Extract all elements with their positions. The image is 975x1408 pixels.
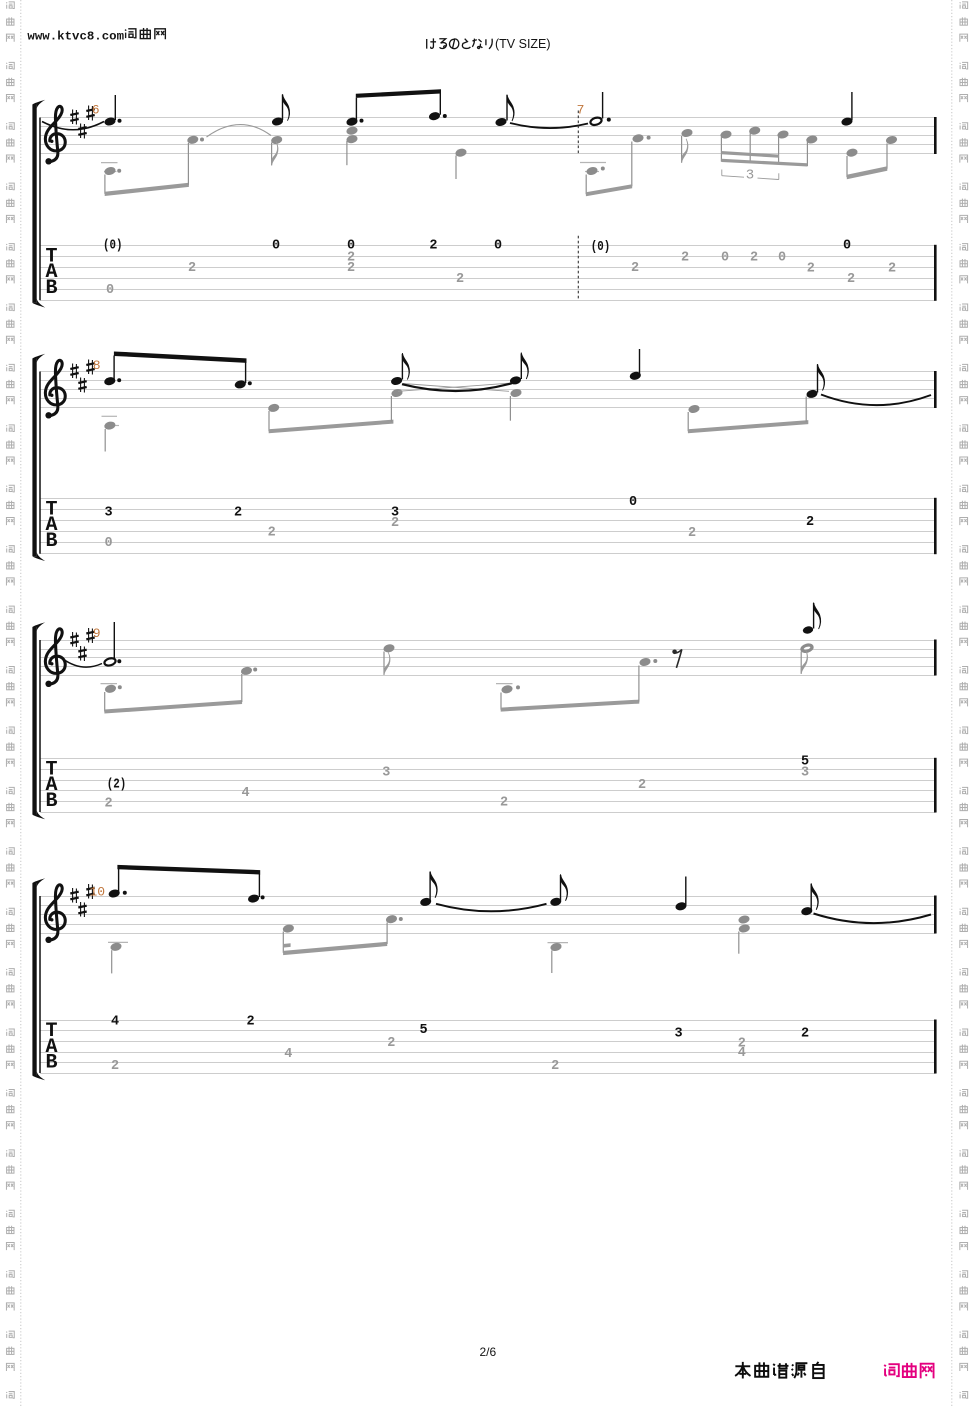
svg-text:T: T [45,1020,57,1043]
svg-text:A: A [45,261,57,284]
svg-text:2: 2 [738,1036,746,1051]
svg-text:2: 2 [631,261,639,276]
svg-text:2: 2 [688,526,696,541]
svg-text:0: 0 [778,250,786,265]
svg-text:2: 2 [806,515,814,530]
svg-text:0: 0 [629,495,637,510]
svg-text:7: 7 [577,103,585,118]
svg-text:A: A [45,514,57,537]
svg-text:2: 2 [888,261,896,276]
svg-text:B: B [45,790,57,813]
svg-text:2: 2 [807,261,815,276]
svg-text:0: 0 [494,239,502,254]
svg-text:T: T [45,498,57,521]
svg-text:2: 2 [111,1059,119,1074]
svg-text:9: 9 [93,626,101,641]
svg-text:2: 2 [387,1036,395,1051]
svg-text:2: 2 [551,1059,559,1074]
svg-text:2: 2 [429,239,437,254]
svg-text:2: 2 [500,796,508,811]
svg-text:10: 10 [89,885,105,900]
svg-text:B: B [45,530,57,553]
svg-text:2: 2 [268,525,276,540]
svg-text:(2): (2) [107,778,127,793]
svg-text:3: 3 [746,168,754,184]
svg-text:6: 6 [92,103,100,118]
svg-text:3: 3 [382,765,390,780]
svg-text:2/6: 2/6 [480,1345,497,1359]
svg-text:4: 4 [111,1014,119,1029]
svg-text:8: 8 [93,358,101,373]
svg-text:5: 5 [801,754,809,769]
svg-text:0: 0 [104,536,112,551]
svg-text:A: A [45,774,57,797]
svg-text:2: 2 [750,250,758,265]
svg-text:(0): (0) [591,240,611,255]
svg-text:2: 2 [801,1026,809,1041]
svg-text:2: 2 [391,516,399,531]
svg-text:www.ktvc8.com: www.ktvc8.com [27,30,124,44]
svg-text:B: B [45,1052,57,1075]
svg-text:2: 2 [188,261,196,276]
svg-text:3: 3 [391,506,399,521]
svg-text:4: 4 [284,1047,292,1062]
svg-text:0: 0 [347,239,355,254]
svg-text:A: A [45,1036,57,1059]
svg-text:B: B [45,277,57,300]
svg-text:3: 3 [104,506,112,521]
svg-text:0: 0 [106,283,114,298]
svg-text:0: 0 [721,250,729,265]
svg-text:(TV SIZE): (TV SIZE) [495,37,551,51]
svg-text:2: 2 [247,1014,255,1029]
svg-text:2: 2 [104,797,112,812]
svg-text:5: 5 [420,1023,428,1038]
svg-text:3: 3 [674,1026,682,1041]
svg-text:3: 3 [801,766,809,781]
svg-text:(0): (0) [103,239,123,254]
svg-text:T: T [45,758,57,781]
svg-text:T: T [45,245,57,268]
svg-text:0: 0 [272,239,280,254]
svg-text:2: 2 [347,261,355,276]
svg-text:2: 2 [681,250,689,265]
svg-text:2: 2 [234,506,242,521]
svg-text:2: 2 [456,272,464,287]
svg-text:2: 2 [347,250,355,265]
svg-text:2: 2 [638,778,646,793]
svg-text:2: 2 [847,272,855,287]
svg-text:4: 4 [738,1046,746,1061]
svg-text:4: 4 [241,786,249,801]
svg-text:0: 0 [843,238,851,253]
